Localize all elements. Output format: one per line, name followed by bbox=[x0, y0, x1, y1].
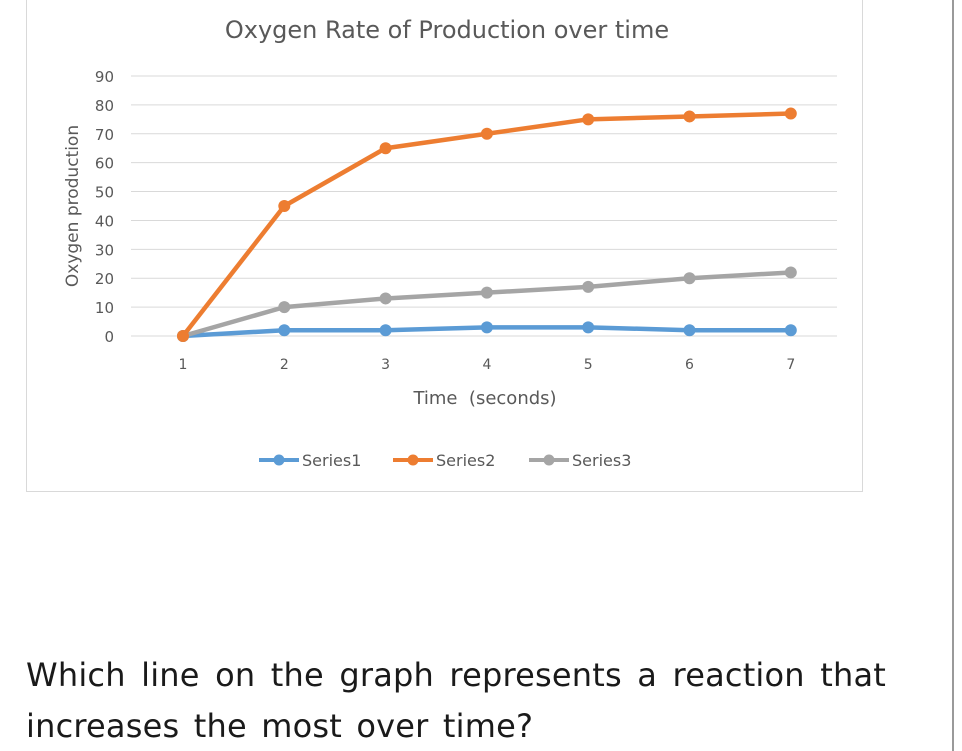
y-tick-label: 80 bbox=[95, 97, 114, 115]
y-tick-label: 30 bbox=[95, 241, 114, 259]
x-tick-label: 4 bbox=[482, 357, 491, 373]
x-tick-label: 3 bbox=[381, 357, 390, 373]
x-tick-label: 5 bbox=[584, 357, 593, 373]
x-tick-label: 7 bbox=[786, 357, 795, 373]
page-edge-line bbox=[952, 0, 954, 751]
legend-item: Series3 bbox=[529, 451, 631, 470]
series-series2 bbox=[177, 107, 797, 342]
y-tick-label: 60 bbox=[95, 155, 114, 173]
legend-item: Series2 bbox=[393, 451, 495, 470]
data-point bbox=[177, 330, 189, 342]
data-point bbox=[582, 113, 595, 126]
data-point bbox=[480, 127, 493, 140]
legend-item: Series1 bbox=[259, 451, 361, 470]
data-point bbox=[784, 107, 797, 120]
y-tick-label: 40 bbox=[95, 212, 114, 230]
data-point bbox=[683, 272, 696, 285]
y-tick-labels: 0 10 20 30 40 50 60 70 80 90 bbox=[95, 68, 114, 346]
question-text: Which line on the graph represents a rea… bbox=[26, 656, 886, 745]
legend-marker bbox=[543, 454, 555, 466]
legend-label: Series2 bbox=[436, 451, 495, 470]
chart-title: Oxygen Rate of Production over time bbox=[225, 16, 669, 44]
series-lines bbox=[177, 107, 797, 342]
y-axis-label: Oxygen production bbox=[63, 125, 83, 287]
y-tick-label: 70 bbox=[95, 126, 114, 144]
x-tick-label: 2 bbox=[280, 357, 289, 373]
data-point bbox=[480, 286, 493, 299]
x-tick-label: 1 bbox=[179, 357, 188, 373]
line-chart: Oxygen Rate of Production over time 0 10 2… bbox=[63, 16, 837, 470]
y-tick-label: 0 bbox=[104, 328, 114, 346]
legend-marker bbox=[407, 454, 419, 466]
data-point bbox=[379, 292, 392, 305]
legend: Series1 Series2 Series3 bbox=[259, 451, 631, 470]
data-point bbox=[379, 142, 392, 155]
y-tick-label: 20 bbox=[95, 270, 114, 288]
legend-label: Series1 bbox=[302, 451, 361, 470]
series-series1 bbox=[177, 321, 797, 342]
x-tick-labels: 1 2 3 4 5 6 7 bbox=[179, 357, 796, 373]
data-point bbox=[582, 280, 595, 293]
y-tick-label: 90 bbox=[95, 68, 114, 86]
y-tick-label: 50 bbox=[95, 184, 114, 202]
data-point bbox=[379, 324, 392, 337]
x-tick-label: 6 bbox=[685, 357, 694, 373]
data-point bbox=[480, 321, 493, 334]
data-point bbox=[683, 110, 696, 123]
data-point bbox=[683, 324, 696, 337]
data-point bbox=[784, 266, 797, 279]
data-point bbox=[278, 301, 291, 314]
data-point bbox=[582, 321, 595, 334]
legend-marker bbox=[273, 454, 285, 466]
y-tick-label: 10 bbox=[95, 299, 114, 317]
chart-frame: Oxygen Rate of Production over time 0 10 2… bbox=[26, 0, 863, 492]
x-axis-label: Time (seconds) bbox=[412, 388, 556, 409]
legend-label: Series3 bbox=[572, 451, 631, 470]
data-point bbox=[278, 200, 291, 212]
data-point bbox=[278, 324, 291, 337]
series-line bbox=[180, 111, 794, 339]
data-point bbox=[784, 324, 797, 337]
